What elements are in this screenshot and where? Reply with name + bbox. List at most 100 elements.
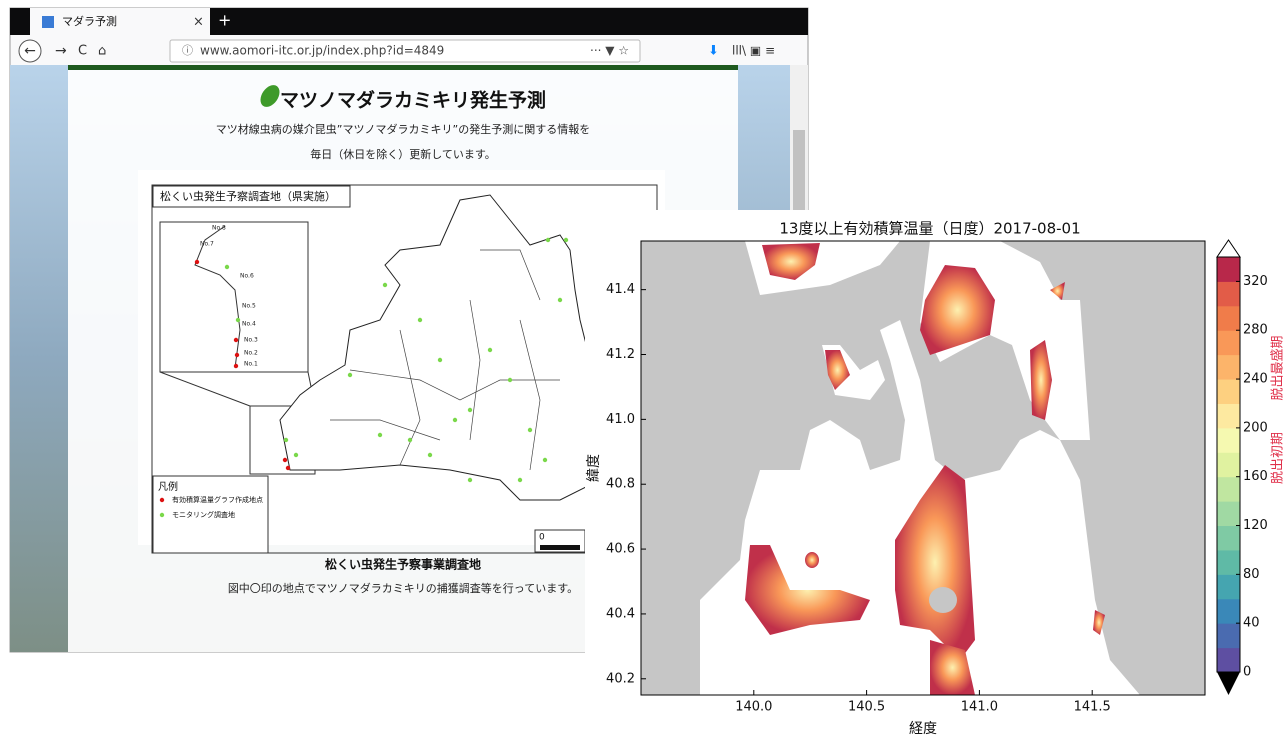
prefecture-outline — [279, 194, 601, 501]
colorbar-band — [1217, 257, 1240, 282]
map-title: 松くい虫発生予察調査地（県実施） — [160, 189, 336, 203]
inset-connector — [159, 371, 251, 407]
new-tab[interactable]: + — [218, 11, 231, 30]
y-tick-label: 41.2 — [606, 347, 635, 362]
scrollbar-thumb[interactable] — [793, 130, 805, 210]
caption-text: 図中〇印の地点でマツノマダラカミキリの捕獲調査等を行っています。 — [228, 581, 578, 595]
colorbar-tick-label: 80 — [1243, 567, 1260, 582]
page-title: マツノマダラカミキリ発生予測 — [280, 89, 546, 112]
tab[interactable] — [30, 8, 210, 35]
legend-item: モニタリング調査地 — [172, 510, 235, 519]
inset-label: No.1 — [244, 361, 258, 368]
back-button[interactable] — [18, 39, 42, 63]
legend-marker — [159, 497, 165, 503]
plot-frame — [640, 240, 1206, 696]
colorbar-frame — [1216, 256, 1241, 673]
leaf-icon — [260, 85, 280, 107]
y-tick-label: 40.8 — [606, 477, 635, 492]
y-tick-label: 40.6 — [606, 542, 635, 557]
inset-labels: No.8 No.7 No.6 No.5 No.4 No.3 No.2 No.1 — [200, 225, 258, 368]
colorbar-tick-label: 200 — [1243, 420, 1268, 435]
inset-label: No.3 — [244, 337, 258, 344]
inset-label: No.2 — [244, 350, 258, 357]
home-button[interactable]: ⌂ — [98, 44, 106, 59]
inset-label: No.4 — [242, 321, 256, 328]
colorbar-tick-label: 120 — [1243, 518, 1268, 533]
tab-title: マダラ予測 — [62, 14, 117, 28]
inset-label: No.7 — [200, 241, 214, 248]
colorbar-tick-label: 40 — [1243, 616, 1260, 631]
download-button[interactable]: ⬇ — [708, 44, 719, 59]
x-tick-label: 141.5 — [1074, 700, 1111, 715]
colorbar-tick-label: 240 — [1243, 372, 1268, 387]
heatmap-figure: 13度以上有効積算温量（日度）2017-08-01 経度 緯度 140.0 140… — [585, 210, 1288, 737]
y-tick-label: 41.4 — [606, 282, 635, 297]
library-button[interactable]: lll\ ▣ ≡ — [732, 44, 775, 58]
legend-item: 有効積算温量グラフ作成地点 — [172, 495, 263, 504]
tab-close[interactable]: × — [193, 15, 204, 30]
scale-bar — [540, 545, 580, 550]
colorbar-tick-label: 280 — [1243, 323, 1268, 338]
municipal-boundaries — [330, 249, 560, 471]
back-icon: ← — [24, 43, 36, 59]
colorbar-band — [1217, 623, 1240, 649]
colorbar-annotation: 脱出初期 — [1271, 432, 1286, 484]
y-tick-label: 40.2 — [606, 671, 635, 686]
colorbar-tick-label: 160 — [1243, 469, 1268, 484]
page-actions[interactable]: ··· ▼ ☆ — [590, 44, 629, 58]
caption-title: 松くい虫発生予察事業調査地 — [325, 557, 481, 572]
forward-button[interactable]: → — [55, 43, 67, 59]
legend-marker — [159, 512, 165, 518]
map-title-box — [152, 185, 351, 208]
monitoring-points — [224, 237, 569, 483]
colorbar-band — [1217, 598, 1240, 624]
inset-label: No.6 — [240, 273, 254, 280]
y-tick-label: 41.0 — [606, 412, 635, 427]
chart-title: 13度以上有効積算温量（日度）2017-08-01 — [779, 220, 1080, 238]
colorbar-extend-min — [1217, 672, 1240, 695]
page-description: マツ材線虫病の媒介昆虫”マツノマダラカミキリ”の発生予測に関する情報を — [216, 122, 590, 136]
nav-strip — [68, 65, 738, 70]
colorbar-band — [1217, 452, 1240, 478]
colorbar-band — [1217, 281, 1240, 307]
url-bar[interactable] — [169, 39, 641, 63]
scale-label: 0 — [539, 533, 545, 543]
favicon — [42, 16, 54, 28]
url-text: www.aomori-itc.or.jp/index.php?id=4849 — [200, 44, 444, 58]
info-icon[interactable]: ⓘ — [182, 44, 193, 57]
colorbar-band — [1217, 476, 1240, 502]
inset-coast — [194, 225, 241, 369]
colorbar-band — [1217, 574, 1240, 600]
legend-box — [152, 475, 269, 554]
reload-button[interactable]: C — [78, 44, 87, 59]
colorbar-band — [1217, 501, 1240, 527]
inset-label: No.5 — [242, 303, 256, 310]
lake — [929, 587, 957, 613]
y-tick-label: 40.4 — [606, 606, 635, 621]
heat-regions — [745, 243, 1105, 695]
colorbar-band — [1217, 647, 1240, 673]
inset-frame — [159, 221, 309, 373]
heat-region — [805, 552, 819, 568]
x-tick-label: 141.0 — [961, 700, 998, 715]
colorbar-band — [1217, 379, 1240, 404]
colorbar-band — [1217, 354, 1240, 380]
x-tick-label: 140.0 — [735, 700, 772, 715]
page-description: 毎日（休日を除く）更新しています。 — [310, 147, 496, 161]
colorbar-annotation: 脱出最盛期 — [1271, 335, 1286, 400]
x-axis-label: 経度 — [909, 721, 937, 737]
graph-points — [194, 259, 291, 471]
colorbar-band — [1217, 427, 1240, 453]
colorbar-band — [1217, 403, 1240, 429]
colorbar-band — [1217, 330, 1240, 356]
legend-title: 凡例 — [158, 480, 178, 493]
y-axis-label: 緯度 — [586, 454, 602, 482]
colorbar-band — [1217, 549, 1240, 575]
x-tick-label: 140.5 — [848, 700, 885, 715]
inset-label: No.8 — [212, 225, 226, 232]
colorbar-tick-label: 320 — [1243, 274, 1268, 289]
colorbar-band — [1217, 305, 1240, 331]
colorbar-band — [1217, 525, 1240, 551]
